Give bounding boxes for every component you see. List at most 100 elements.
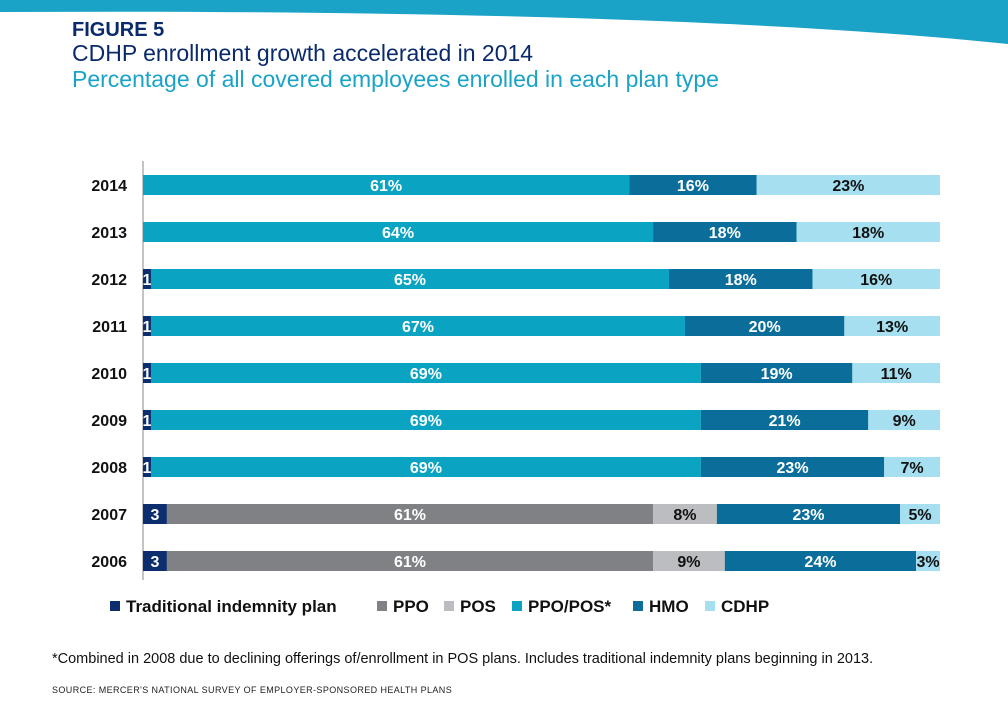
y-tick-label: 2013	[91, 225, 127, 242]
bar-segment	[143, 504, 167, 524]
y-tick-label: 2006	[91, 554, 127, 571]
bar-segment	[852, 363, 940, 383]
data-label: 19%	[761, 366, 793, 383]
legend-swatch	[512, 601, 522, 611]
data-label: 69%	[410, 366, 442, 383]
data-label: 67%	[402, 319, 434, 336]
legend-label: Traditional indemnity plan	[126, 597, 337, 616]
data-label: 61%	[370, 178, 402, 195]
data-label: 1	[143, 413, 152, 430]
bar-segment	[143, 363, 151, 383]
bar-segment	[166, 504, 654, 524]
data-label: 1	[143, 319, 152, 336]
title-block: FIGURE 5 CDHP enrollment growth accelera…	[72, 19, 719, 93]
footnote: *Combined in 2008 due to declining offer…	[52, 651, 874, 667]
y-tick-label: 2014	[91, 178, 127, 195]
legend-swatch	[705, 601, 715, 611]
bar-segment	[724, 551, 917, 571]
bar-segment	[653, 504, 717, 524]
legend-label: PPO	[393, 597, 429, 616]
bar-segment	[150, 457, 701, 477]
data-label: 64%	[382, 225, 414, 242]
header-band-shape	[0, 0, 1008, 44]
bar-segment	[669, 269, 813, 289]
data-label: 21%	[769, 413, 801, 430]
data-label: 1	[143, 272, 152, 289]
bar-segment	[653, 551, 725, 571]
bar-segment	[653, 222, 797, 242]
y-tick-label: 2007	[91, 507, 127, 524]
bar-segment	[143, 410, 151, 430]
data-label: 69%	[410, 413, 442, 430]
data-label: 13%	[876, 319, 908, 336]
data-label: 23%	[777, 460, 809, 477]
bar-segment	[143, 457, 151, 477]
data-label: 18%	[709, 225, 741, 242]
legend-label: HMO	[649, 597, 689, 616]
bar-segment	[150, 410, 701, 430]
data-label: 3	[151, 554, 160, 571]
legend-swatch	[377, 601, 387, 611]
bar-segment	[143, 551, 167, 571]
bar-segment	[812, 269, 940, 289]
data-label: 23%	[832, 178, 864, 195]
bar-segment	[684, 316, 845, 336]
y-tick-label: 2012	[91, 272, 127, 289]
bar-segment	[150, 363, 701, 383]
stacked-bar-chart: 2014 61% 16% 23%2013 64% 18% 18%2012 1 65% 18% 16%…	[91, 161, 940, 616]
y-tick-label: 2009	[91, 413, 127, 430]
legend-swatch	[444, 601, 454, 611]
bar-segment	[629, 175, 757, 195]
legend-swatch	[110, 601, 120, 611]
bar-segment	[716, 504, 901, 524]
data-label: 9%	[893, 413, 916, 430]
chart-title: CDHP enrollment growth accelerated in 20…	[72, 40, 534, 66]
data-label: 61%	[394, 507, 426, 524]
bar-segment	[143, 175, 630, 195]
bar-segment	[150, 269, 670, 289]
bar-segment	[700, 457, 885, 477]
legend-swatch	[633, 601, 643, 611]
data-label: 8%	[673, 507, 696, 524]
data-label: 1	[143, 460, 152, 477]
bar-segment	[143, 222, 654, 242]
data-label: 3	[151, 507, 160, 524]
figure-label: FIGURE 5	[72, 19, 165, 41]
data-label: 18%	[725, 272, 757, 289]
data-label: 9%	[677, 554, 700, 571]
data-label: 65%	[394, 272, 426, 289]
data-label: 69%	[410, 460, 442, 477]
data-label: 7%	[901, 460, 924, 477]
bar-segment	[700, 410, 869, 430]
bar-segment	[143, 316, 151, 336]
bar-segment	[150, 316, 685, 336]
data-label: 5%	[909, 507, 932, 524]
legend-label: PPO/POS*	[528, 597, 612, 616]
bar-segment	[756, 175, 940, 195]
data-label: 3%	[916, 554, 939, 571]
y-tick-label: 2010	[91, 366, 127, 383]
data-label: 61%	[394, 554, 426, 571]
data-label: 23%	[792, 507, 824, 524]
chart-subtitle: Percentage of all covered employees enro…	[72, 66, 719, 92]
bar-segment	[900, 504, 940, 524]
bar-segment	[916, 551, 940, 571]
bar-segment	[143, 269, 151, 289]
header-band	[0, 0, 1008, 44]
bar-segment	[166, 551, 654, 571]
y-tick-label: 2011	[92, 319, 127, 336]
data-label: 16%	[677, 178, 709, 195]
bar-segment	[796, 222, 940, 242]
bar-segment	[700, 363, 853, 383]
data-label: 20%	[749, 319, 781, 336]
legend-label: POS	[460, 597, 496, 616]
legend-label: CDHP	[721, 597, 769, 616]
data-label: 16%	[860, 272, 892, 289]
data-label: 1	[143, 366, 152, 383]
y-tick-label: 2008	[91, 460, 127, 477]
data-label: 18%	[852, 225, 884, 242]
data-label: 24%	[804, 554, 836, 571]
bar-segment	[844, 316, 940, 336]
bar-segment	[868, 410, 940, 430]
source-note: SOURCE: MERCER'S NATIONAL SURVEY OF EMPL…	[52, 685, 453, 695]
